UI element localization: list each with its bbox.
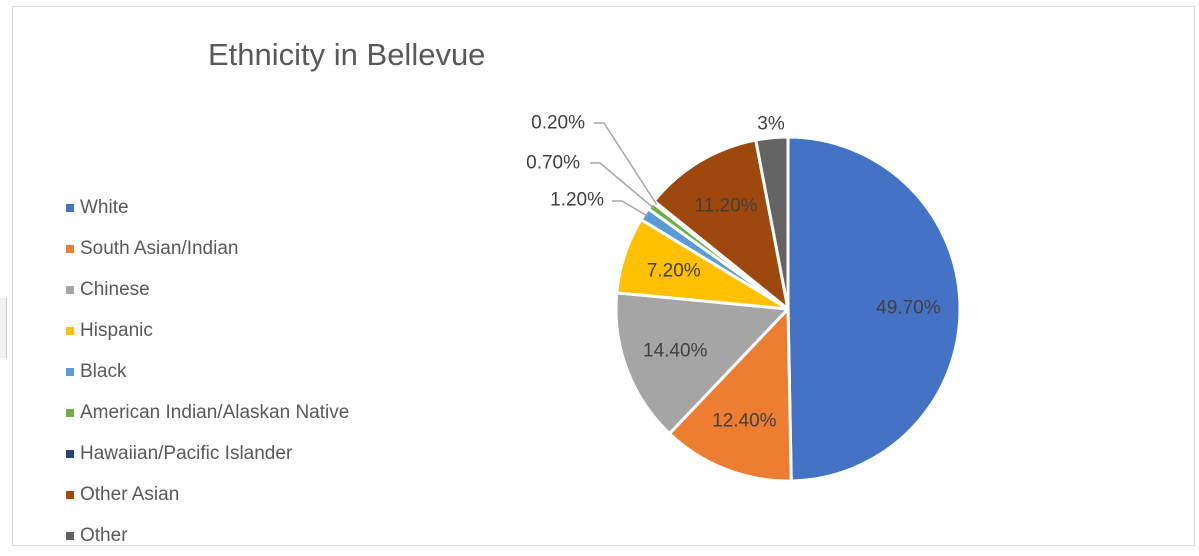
slice-data-label: 3% bbox=[757, 114, 785, 135]
legend-swatch bbox=[66, 408, 74, 417]
slice-data-label: 1.20% bbox=[550, 190, 604, 211]
slice-data-label: 12.40% bbox=[712, 411, 777, 432]
slice-data-label: 7.20% bbox=[647, 261, 701, 282]
window-edge-handle bbox=[0, 298, 7, 358]
leader-line bbox=[612, 200, 649, 217]
legend-swatch bbox=[66, 490, 74, 499]
chart-area: Ethnicity in Bellevue White South Asian/I… bbox=[12, 6, 1195, 546]
slice-data-label: 0.70% bbox=[526, 153, 580, 174]
legend-item: Black bbox=[66, 351, 349, 392]
legend-item: American Indian/Alaskan Native bbox=[66, 392, 349, 433]
legend-label: Hawaiian/Pacific Islander bbox=[80, 442, 293, 464]
legend-label: American Indian/Alaskan Native bbox=[80, 401, 350, 423]
legend-item: Hispanic bbox=[66, 310, 349, 351]
legend-item: Other Asian bbox=[66, 474, 349, 515]
legend-swatch bbox=[66, 367, 74, 376]
legend-swatch bbox=[66, 326, 74, 335]
slice-data-label: 0.20% bbox=[531, 113, 585, 134]
leader-line bbox=[590, 162, 655, 209]
pie-slice bbox=[667, 307, 793, 483]
slice-data-label: 14.40% bbox=[643, 341, 708, 362]
legend-label: South Asian/Indian bbox=[80, 237, 239, 259]
legend-label: Hispanic bbox=[80, 319, 153, 341]
legend-swatch bbox=[66, 531, 74, 540]
legend-item: Hawaiian/Pacific Islander bbox=[66, 433, 349, 474]
legend-swatch bbox=[66, 449, 74, 458]
pie-slice bbox=[614, 291, 790, 436]
legend-item: South Asian/Indian bbox=[66, 228, 349, 269]
legend-swatch bbox=[66, 203, 74, 212]
pie-slice bbox=[786, 135, 962, 483]
legend-item: White bbox=[66, 187, 349, 228]
leader-line bbox=[594, 122, 658, 205]
slice-data-label: 49.70% bbox=[876, 297, 941, 318]
legend-label: Black bbox=[80, 360, 127, 382]
chart-legend: White South Asian/Indian Chinese Hispanic Bl… bbox=[66, 187, 349, 556]
pie-chart: 49.70% 12.40% 14.40% 7.20% 1.20% 0.70% 0.20% 11… bbox=[526, 113, 962, 483]
pie-slice bbox=[652, 138, 790, 311]
legend-label: White bbox=[80, 196, 129, 218]
slice-data-label: 11.20% bbox=[695, 195, 758, 216]
legend-label: Other Asian bbox=[80, 483, 180, 505]
pie-slice bbox=[754, 135, 790, 311]
legend-swatch bbox=[66, 244, 74, 253]
chart-title: Ethnicity in Bellevue bbox=[208, 37, 486, 72]
legend-swatch bbox=[66, 285, 74, 294]
legend-label: Chinese bbox=[80, 278, 150, 300]
legend-item: Chinese bbox=[66, 269, 349, 310]
